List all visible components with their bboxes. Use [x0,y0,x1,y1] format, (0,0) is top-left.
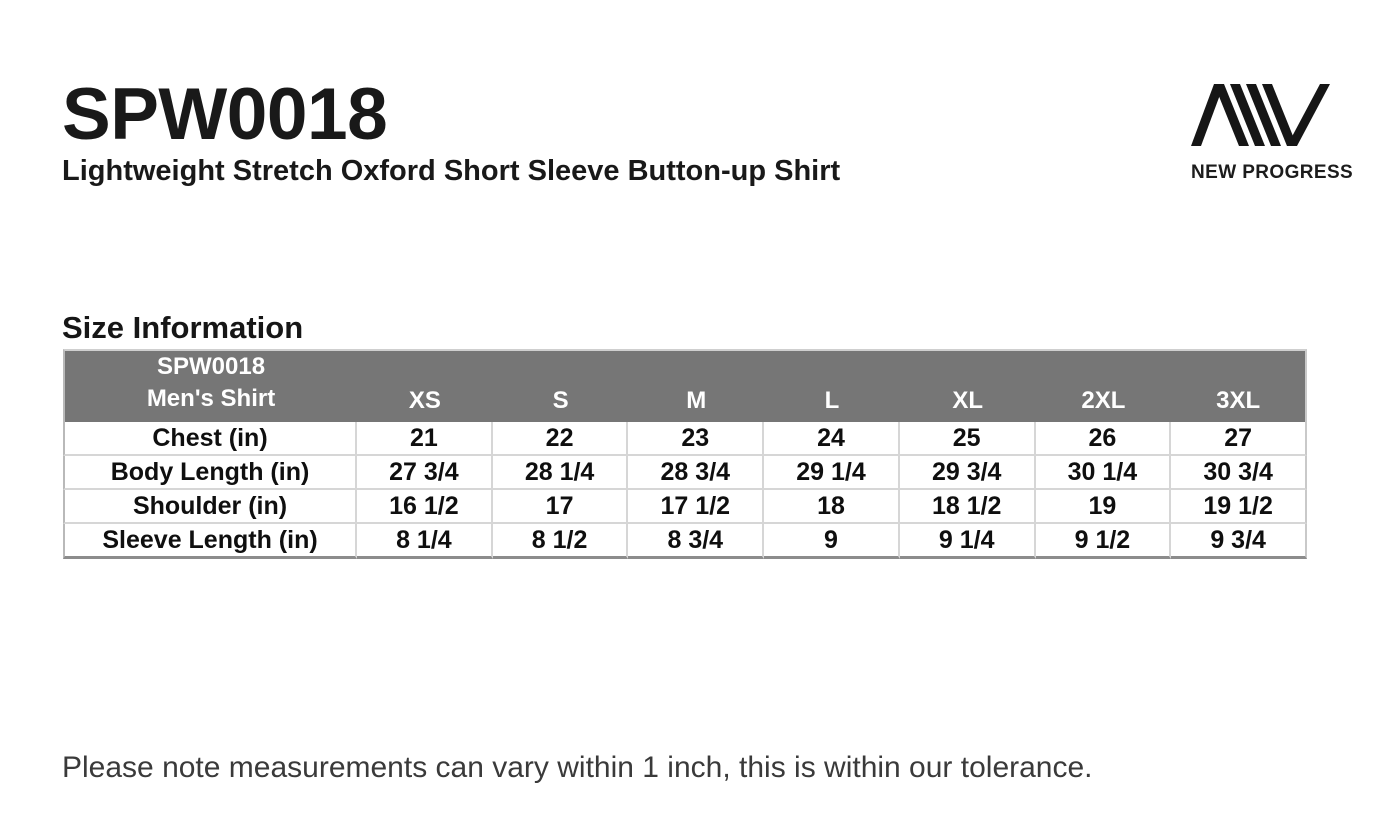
cell-shoulder-s: 17 [492,490,629,524]
brand-block: NEW PROGRESS [1191,84,1361,184]
size-column-header-xl: XL [899,349,1036,422]
title-block: SPW0018 Lightweight Stretch Oxford Short… [62,74,841,187]
cell-body-length-xl: 29 3/4 [899,456,1036,490]
table-corner-header: SPW0018 Men's Shirt [63,349,358,422]
cell-sleeve-length-s: 8 1/2 [492,524,629,559]
product-name-subtitle: Lightweight Stretch Oxford Short Sleeve … [62,155,841,187]
cell-chest-l: 24 [764,422,900,456]
table-row-body-length: Body Length (in) 27 3/4 28 1/4 28 3/4 29… [63,456,1307,490]
row-label-body-length: Body Length (in) [63,456,358,490]
cell-body-length-m: 28 3/4 [628,456,765,490]
brand-name: NEW PROGRESS [1191,162,1354,183]
new-progress-monogram-icon [1191,84,1330,146]
product-code-title: SPW0018 [62,74,388,155]
cell-chest-2xl: 26 [1035,422,1172,456]
cell-body-length-3xl: 30 3/4 [1171,456,1307,490]
cell-chest-xl: 25 [899,422,1036,456]
cell-body-length-xs: 27 3/4 [357,456,493,490]
size-column-header-l: L [764,349,900,422]
table-row-chest: Chest (in) 21 22 23 24 25 26 27 [63,422,1307,456]
size-column-header-3xl: 3XL [1171,349,1307,422]
cell-sleeve-length-xs: 8 1/4 [357,524,493,559]
row-label-sleeve-length: Sleeve Length (in) [63,524,358,559]
cell-sleeve-length-xl: 9 1/4 [899,524,1036,559]
cell-sleeve-length-l: 9 [764,524,900,559]
tolerance-note: Please note measurements can vary within… [62,751,1093,784]
size-column-header-2xl: 2XL [1035,349,1172,422]
cell-shoulder-2xl: 19 [1035,490,1172,524]
cell-sleeve-length-m: 8 3/4 [628,524,765,559]
size-information-heading: Size Information [62,310,304,345]
size-column-header-s: S [492,349,629,422]
row-label-shoulder: Shoulder (in) [63,490,358,524]
cell-shoulder-l: 18 [764,490,900,524]
table-row-sleeve-length: Sleeve Length (in) 8 1/4 8 1/2 8 3/4 9 9… [63,524,1307,559]
cell-sleeve-length-2xl: 9 1/2 [1035,524,1172,559]
corner-header-category: Men's Shirt [146,385,276,412]
size-column-header-m: M [628,349,765,422]
cell-sleeve-length-3xl: 9 3/4 [1171,524,1307,559]
size-table-header-row: SPW0018 Men's Shirt XS S M L XL 2XL 3XL [63,349,1307,422]
cell-chest-xs: 21 [357,422,493,456]
cell-chest-m: 23 [628,422,765,456]
cell-body-length-l: 29 1/4 [764,456,900,490]
cell-body-length-2xl: 30 1/4 [1035,456,1172,490]
row-label-chest: Chest (in) [63,422,358,456]
corner-header-code: SPW0018 [156,353,266,380]
cell-shoulder-3xl: 19 1/2 [1171,490,1307,524]
cell-body-length-s: 28 1/4 [492,456,629,490]
cell-chest-s: 22 [492,422,629,456]
size-column-header-xs: XS [357,349,493,422]
cell-chest-3xl: 27 [1171,422,1307,456]
table-row-shoulder: Shoulder (in) 16 1/2 17 17 1/2 18 18 1/2… [63,490,1307,524]
cell-shoulder-xl: 18 1/2 [899,490,1036,524]
cell-shoulder-m: 17 1/2 [628,490,765,524]
size-table: SPW0018 Men's Shirt XS S M L XL 2XL 3XL … [63,349,1307,559]
cell-shoulder-xs: 16 1/2 [357,490,493,524]
